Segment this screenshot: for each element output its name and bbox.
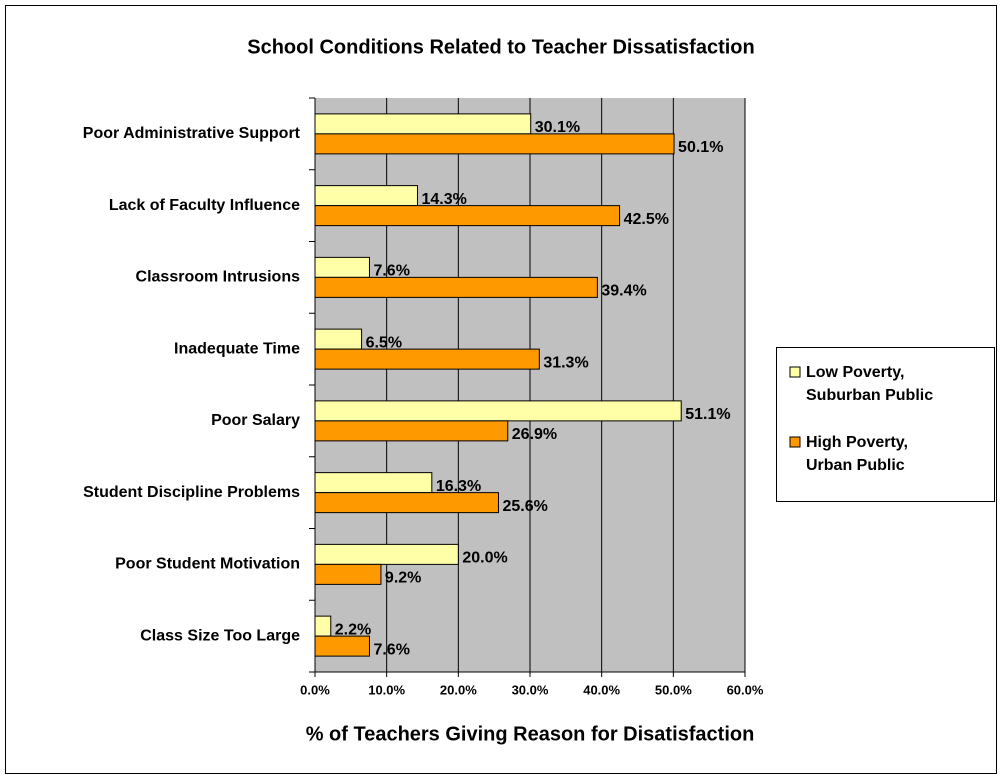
y-tick-label: Inadequate Time (174, 340, 300, 357)
bar (314, 492, 499, 514)
legend-label-line: Low Poverty, (806, 364, 904, 381)
legend-box (776, 347, 995, 502)
y-tick-label: Classroom Intrusions (136, 269, 301, 286)
data-label: 50.1% (678, 139, 723, 156)
legend-swatch (789, 366, 801, 378)
data-label: 16.3% (436, 478, 481, 495)
bar (314, 328, 363, 350)
chart-title: School Conditions Related to Teacher Dis… (247, 36, 755, 58)
bar (314, 205, 621, 227)
bar (314, 256, 370, 278)
data-label: 31.3% (543, 354, 588, 371)
legend-label-line: Suburban Public (806, 387, 933, 404)
x-tick-label: 50.0% (655, 682, 692, 697)
bar (314, 113, 532, 135)
bar (314, 472, 433, 494)
bar (314, 276, 598, 298)
y-tick-label: Lack of Faculty Influence (109, 197, 300, 214)
data-label: 9.2% (385, 570, 421, 587)
y-tick-label: Poor Student Motivation (115, 556, 300, 573)
bar (314, 348, 540, 370)
data-label: 6.5% (366, 334, 402, 351)
data-label: 42.5% (624, 211, 669, 228)
data-label: 30.1% (535, 119, 580, 136)
data-label: 7.6% (373, 263, 409, 280)
x-tick-label: 40.0% (583, 682, 620, 697)
x-tick-label: 60.0% (727, 682, 764, 697)
legend-label: High Poverty, Urban Public (806, 434, 908, 474)
data-label: 20.0% (462, 550, 507, 567)
bar (314, 133, 675, 155)
x-tick-label: 0.0% (300, 682, 330, 697)
legend-label-line: High Poverty, (806, 434, 908, 451)
bar (314, 635, 370, 657)
legend-swatch (789, 436, 801, 448)
data-label: 2.2% (335, 621, 371, 638)
x-tick-label: 30.0% (512, 682, 549, 697)
x-tick-label: 20.0% (440, 682, 477, 697)
x-axis-label: % of Teachers Giving Reason for Disatisf… (306, 723, 755, 745)
y-tick-label: Student Discipline Problems (83, 484, 300, 501)
bar (314, 543, 459, 565)
data-label: 51.1% (685, 406, 730, 423)
data-label: 25.6% (502, 498, 547, 515)
x-tick-label: 10.0% (368, 682, 405, 697)
bar (314, 185, 418, 207)
bar (314, 400, 682, 422)
legend-label-line: Urban Public (806, 457, 905, 474)
y-tick-label: Class Size Too Large (140, 627, 300, 644)
legend-label: Low Poverty, Suburban Public (806, 364, 933, 404)
data-label: 7.6% (373, 641, 409, 658)
y-tick-label: Poor Administrative Support (83, 125, 301, 142)
y-tick-label: Poor Salary (211, 412, 300, 429)
data-label: 39.4% (601, 283, 646, 300)
bar (314, 420, 509, 442)
data-label: 14.3% (421, 191, 466, 208)
bar (314, 563, 382, 585)
data-label: 26.9% (512, 426, 557, 443)
bar (314, 615, 332, 637)
